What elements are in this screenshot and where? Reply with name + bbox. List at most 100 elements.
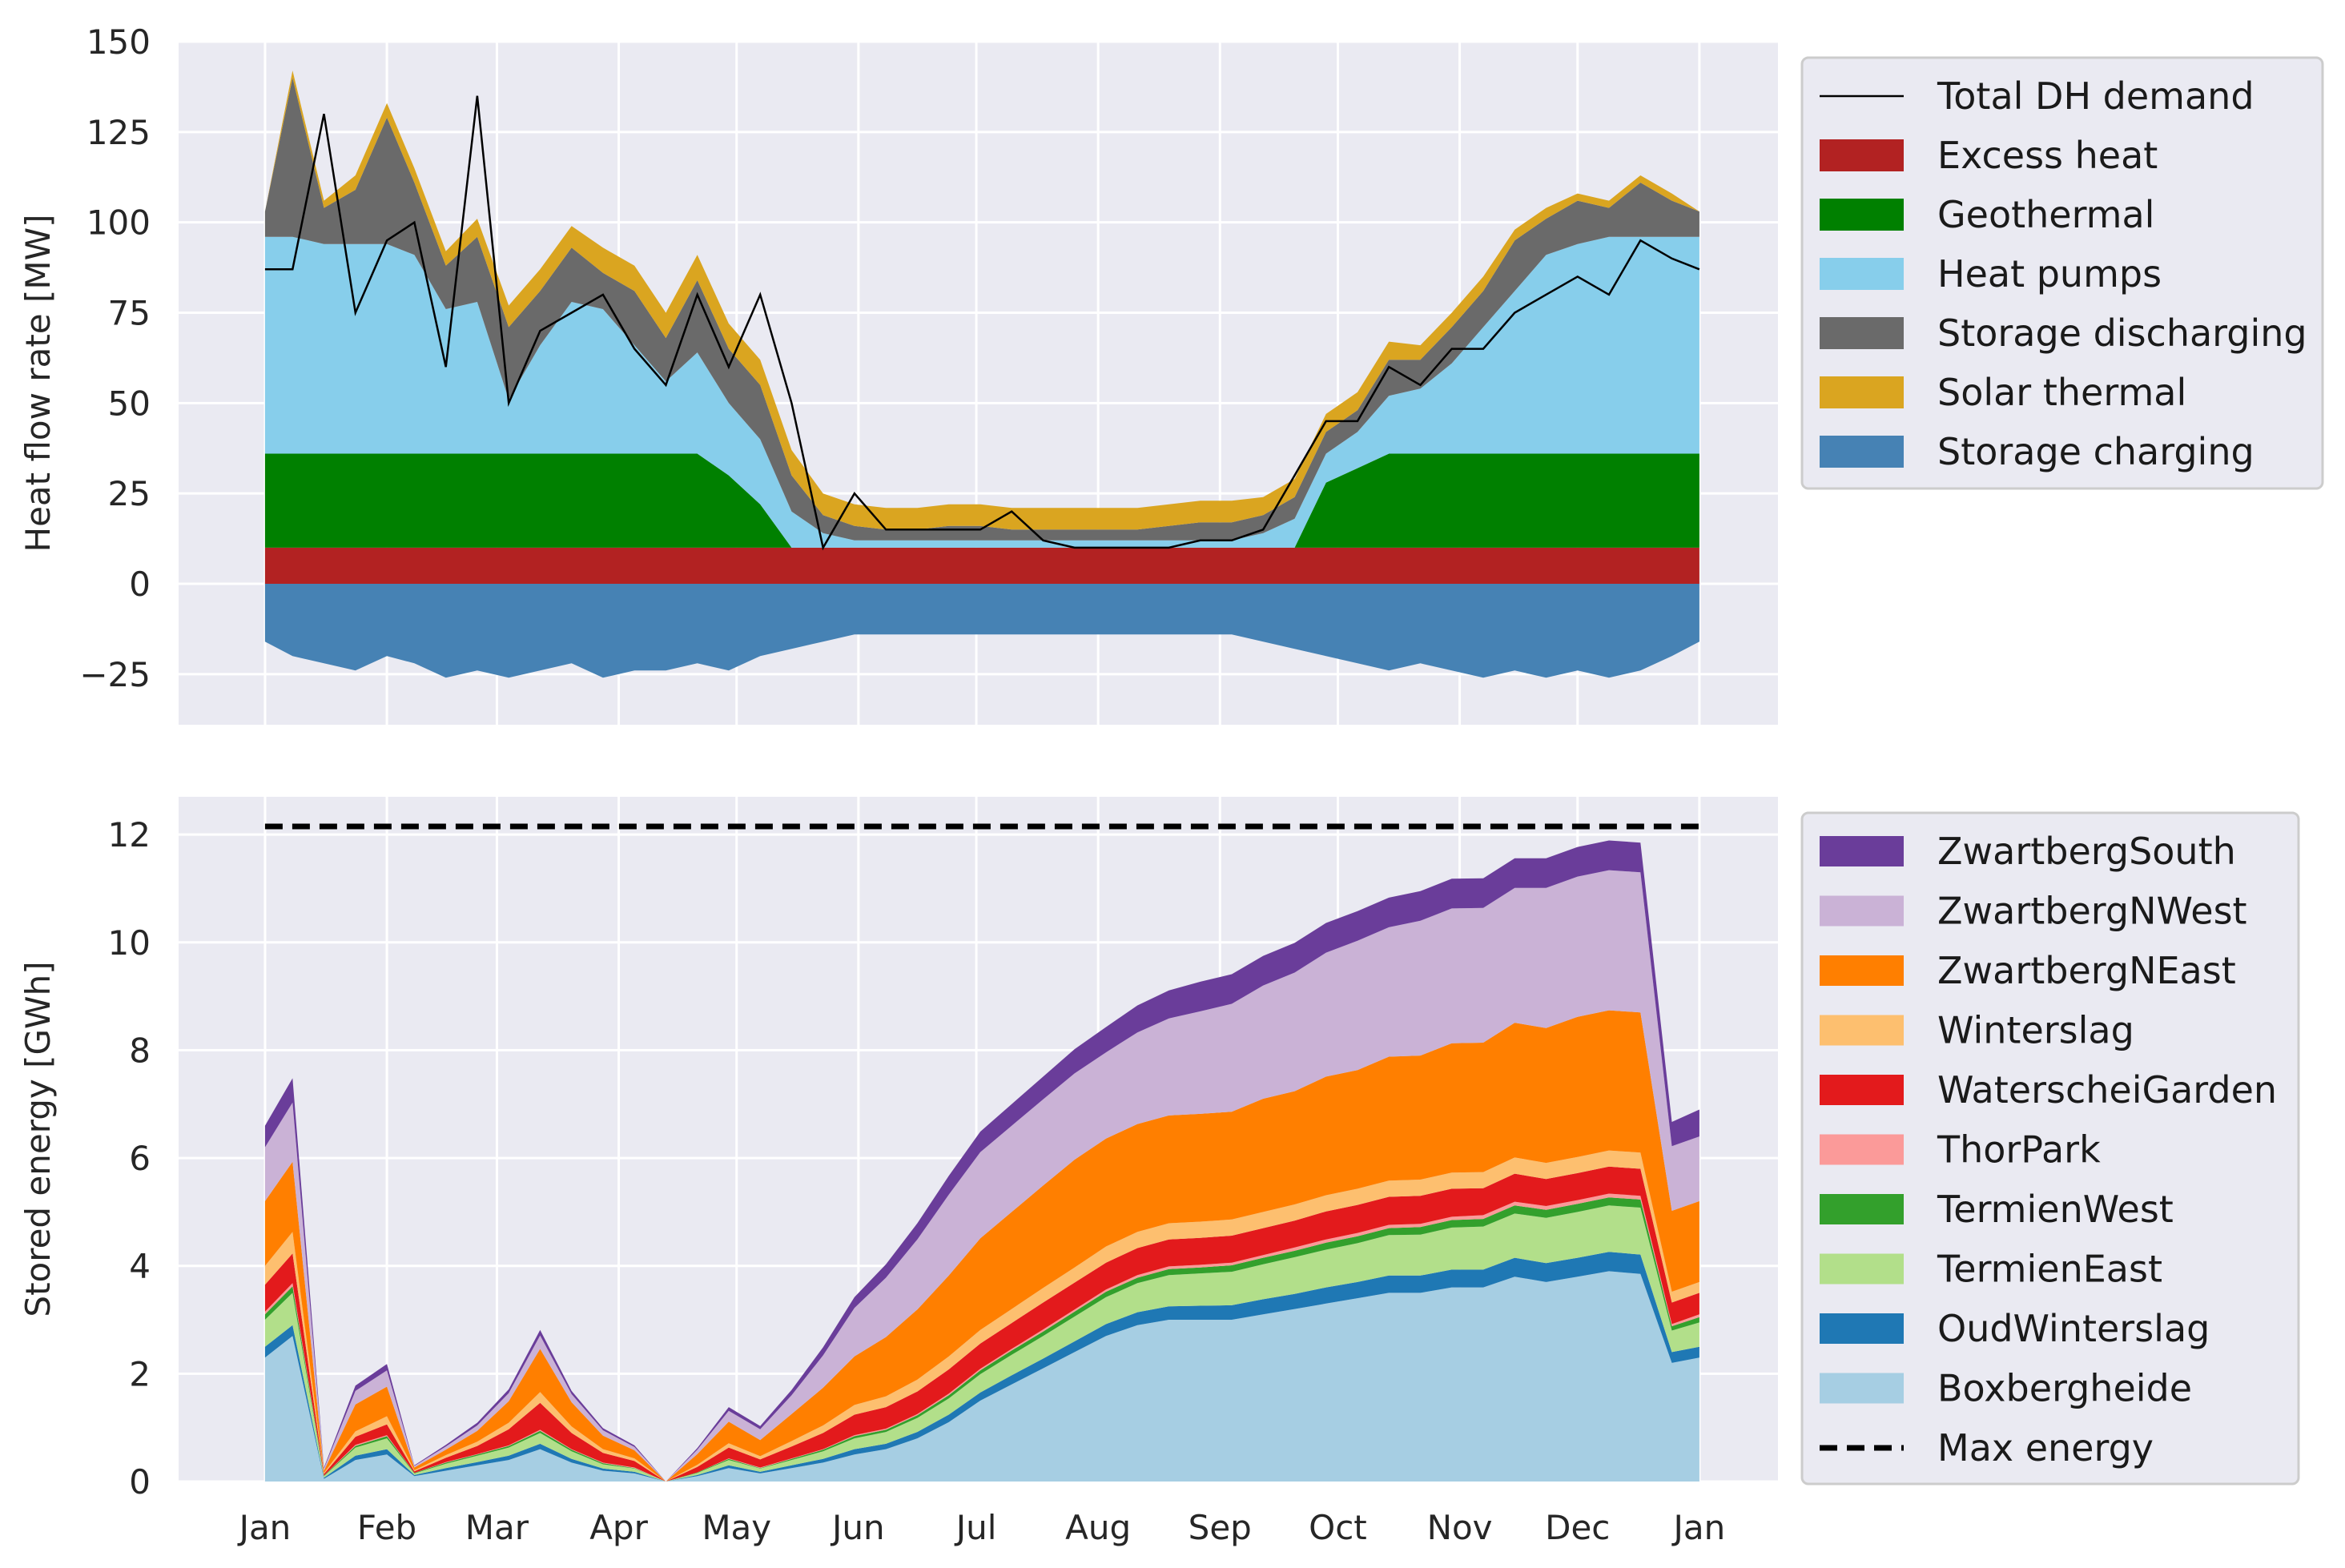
legend-label: Max energy xyxy=(1937,1426,2154,1469)
legend-entry-geothermal: Geothermal xyxy=(1820,193,2154,236)
legend-entry-waterscheigarden: WaterscheiGarden xyxy=(1820,1068,2277,1112)
legend-label: Storage discharging xyxy=(1937,312,2307,355)
legend-entry-thorpark: ThorPark xyxy=(1820,1128,2101,1172)
legend-entry-zwartbergsouth: ZwartbergSouth xyxy=(1820,830,2236,873)
legend-label: Boxbergheide xyxy=(1937,1367,2192,1410)
legend-swatch xyxy=(1820,376,1904,408)
x-tick-label: Sep xyxy=(1189,1508,1252,1547)
area-series-heat-pumps xyxy=(264,236,1699,548)
area-series-storage-charging xyxy=(264,584,1699,678)
y-tick-label: 0 xyxy=(129,565,151,604)
legend-entry-winterslag: Winterslag xyxy=(1820,1009,2134,1052)
legend-swatch xyxy=(1820,1015,1904,1046)
area-series-solar-thermal xyxy=(264,70,1699,530)
y-tick-label: 8 xyxy=(129,1031,151,1070)
y-tick-label: 125 xyxy=(86,113,151,152)
legend-swatch xyxy=(1820,955,1904,986)
x-tick-label: Dec xyxy=(1545,1508,1610,1547)
legend-swatch xyxy=(1820,199,1904,231)
legend-swatch xyxy=(1820,836,1904,866)
area-series-zwartbergneast xyxy=(264,1010,1699,1482)
y-tick-label: 75 xyxy=(108,293,151,332)
x-tick-label: Oct xyxy=(1309,1508,1367,1547)
legend-swatch xyxy=(1820,1373,1904,1404)
y-tick-label: 4 xyxy=(129,1247,151,1286)
legend-entry-zwartbergneast: ZwartbergNEast xyxy=(1820,949,2236,992)
y-tick-label: 25 xyxy=(108,474,151,513)
legend-entry-boxbergheide: Boxbergheide xyxy=(1820,1367,2192,1410)
legend-swatch xyxy=(1820,258,1904,290)
legend-entry-zwartbergnwest: ZwartbergNWest xyxy=(1820,890,2247,933)
legend-label: ZwartbergSouth xyxy=(1937,830,2236,873)
y-tick-label: 2 xyxy=(129,1354,151,1393)
area-series-oudwinterslag xyxy=(264,1252,1699,1482)
y-tick-label: 10 xyxy=(108,923,151,963)
legend-label: TermienWest xyxy=(1937,1188,2174,1231)
y-tick-label: 100 xyxy=(86,203,151,243)
top-chart-panel: −25 0 25 50 75 100 125 150 Heat flow rate [MW] xyxy=(18,22,1778,725)
x-tick-label: Jun xyxy=(830,1508,885,1547)
area-series-excess-heat xyxy=(264,547,1699,584)
legend-swatch xyxy=(1820,139,1904,171)
area-series-waterscheigarden xyxy=(264,1166,1699,1482)
legend-entry-oudwinterslag: OudWinterslag xyxy=(1820,1307,2210,1350)
legend-entry-total-dh-demand: Total DH demand xyxy=(1820,74,2254,118)
legend-label: Excess heat xyxy=(1937,134,2158,177)
legend-label: Storage charging xyxy=(1937,430,2254,473)
legend-entry-storage-charging: Storage charging xyxy=(1820,430,2254,473)
x-tick-label: Apr xyxy=(589,1508,648,1547)
y-tick-label: 12 xyxy=(108,815,151,854)
y-axis-label: Stored energy [GWh] xyxy=(18,961,58,1317)
legend-label: TermienEast xyxy=(1937,1248,2162,1291)
top-legend: Total DH demand Excess heat Geothermal Heat… xyxy=(1800,56,2324,490)
legend-swatch xyxy=(1820,317,1904,349)
line-series-total-dh-demand xyxy=(264,95,1700,551)
legend-label: Solar thermal xyxy=(1937,371,2186,414)
area-series-boxbergheide xyxy=(264,1271,1699,1482)
legend-entry-termieneast: TermienEast xyxy=(1820,1248,2162,1291)
x-tick-label: May xyxy=(702,1508,771,1547)
legend-entry-heat-pumps: Heat pumps xyxy=(1820,252,2162,296)
legend-swatch xyxy=(1820,1075,1904,1105)
legend-label: Heat pumps xyxy=(1937,252,2162,296)
bottom-legend: ZwartbergSouth ZwartbergNWest ZwartbergNEa… xyxy=(1800,811,2300,1486)
legend-label: Geothermal xyxy=(1937,193,2154,236)
legend-label: Total DH demand xyxy=(1937,74,2254,118)
area-series-storage-discharging xyxy=(264,78,1699,541)
legend-box xyxy=(1800,811,2300,1486)
legend-label: ZwartbergNWest xyxy=(1937,890,2247,933)
x-tick-label: Jul xyxy=(954,1508,997,1547)
area-series-zwartbergnwest xyxy=(264,870,1699,1482)
legend-entry-solar-thermal: Solar thermal xyxy=(1820,371,2186,414)
legend-label: OudWinterslag xyxy=(1937,1307,2210,1350)
legend-swatch xyxy=(1820,1313,1904,1344)
y-tick-label: 150 xyxy=(86,22,151,62)
legend-label: Winterslag xyxy=(1937,1009,2134,1052)
legend-swatch xyxy=(1820,1134,1904,1165)
legend-entry-excess-heat: Excess heat xyxy=(1820,134,2158,177)
y-tick-label: 6 xyxy=(129,1139,151,1178)
x-tick-label: Jan xyxy=(1671,1508,1725,1547)
legend-label: ZwartbergNEast xyxy=(1937,949,2236,992)
legend-entry-storage-discharging: Storage discharging xyxy=(1820,312,2307,355)
legend-swatch xyxy=(1820,436,1904,468)
legend-label: WaterscheiGarden xyxy=(1937,1068,2277,1112)
y-axis-label: Heat flow rate [MW] xyxy=(18,214,58,552)
area-series-geothermal xyxy=(264,453,1699,548)
y-tick-label: 50 xyxy=(108,384,151,423)
x-tick-label: Feb xyxy=(357,1508,416,1547)
legend-swatch xyxy=(1820,895,1904,927)
legend-swatch xyxy=(1820,1194,1904,1224)
legend-label: ThorPark xyxy=(1937,1128,2101,1172)
legend-entry-termienwest: TermienWest xyxy=(1820,1188,2174,1231)
y-tick-label: −25 xyxy=(79,655,151,694)
x-tick-label: Jan xyxy=(237,1508,292,1547)
legend-entry-max-energy: Max energy xyxy=(1820,1426,2154,1469)
area-series-termieneast xyxy=(264,1205,1699,1482)
y-tick-label: 0 xyxy=(129,1462,151,1502)
x-tick-label: Nov xyxy=(1427,1508,1493,1547)
bottom-chart-panel: 0 2 4 6 8 10 12 Jan Feb Mar Apr May Jun Jul Aug Sep Oct N… xyxy=(18,797,1778,1547)
x-tick-label: Aug xyxy=(1065,1508,1131,1547)
legend-box xyxy=(1800,56,2324,490)
